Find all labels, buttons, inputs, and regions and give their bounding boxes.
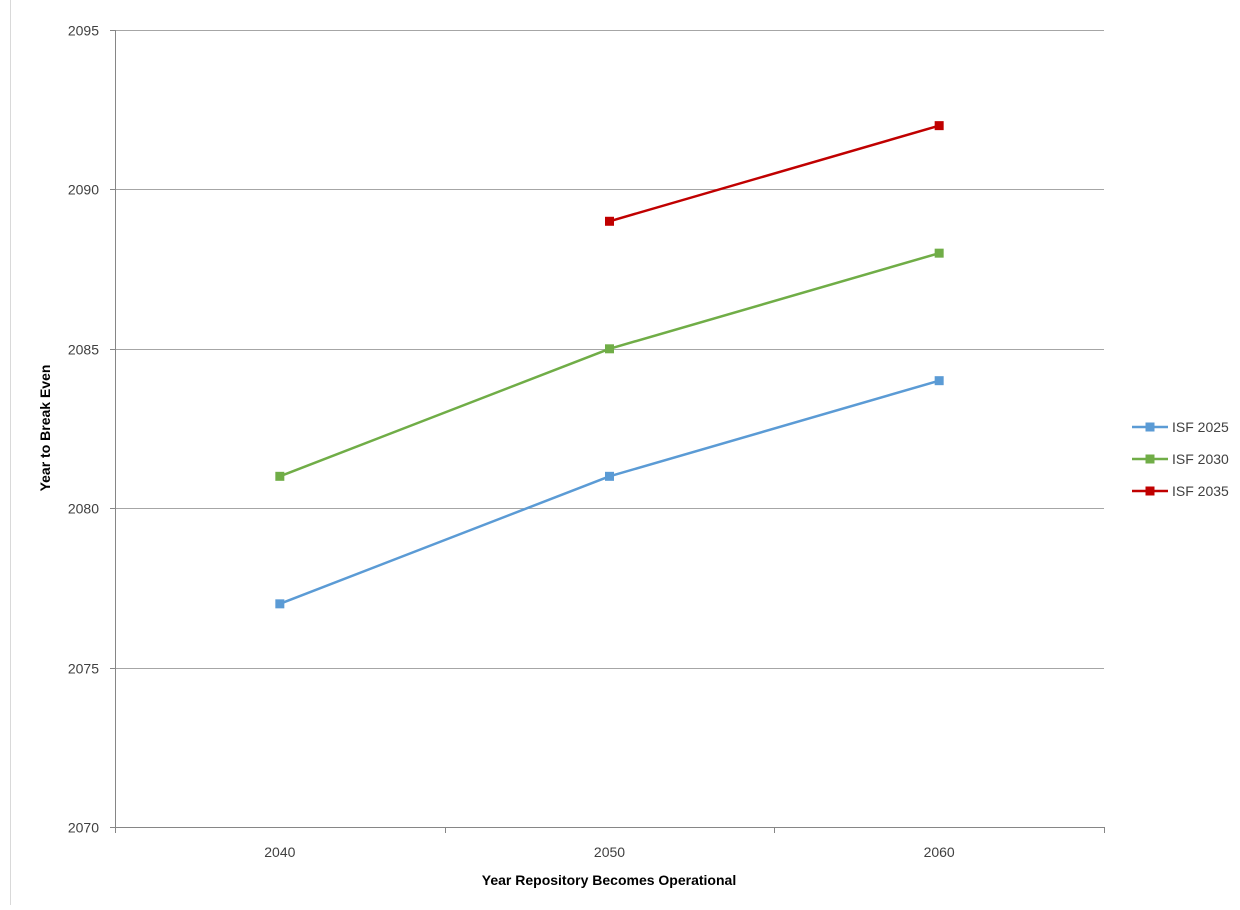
y-axis-title: Year to Break Even <box>37 365 53 492</box>
data-point <box>605 216 614 226</box>
series-line <box>279 379 940 606</box>
series-isf-2025 <box>275 376 944 609</box>
legend-marker <box>1145 422 1155 432</box>
legend-marker <box>1145 486 1155 496</box>
y-tick-label: 2075 <box>68 661 99 677</box>
legend-label: ISF 2025 <box>1172 419 1229 435</box>
y-tick-label: 2070 <box>68 820 99 836</box>
data-point <box>605 471 614 481</box>
x-tick-label: 2040 <box>264 844 295 860</box>
legend-label: ISF 2035 <box>1172 483 1229 499</box>
legend-label: ISF 2030 <box>1172 451 1229 467</box>
data-point <box>934 376 944 386</box>
x-axis-title: Year Repository Becomes Operational <box>482 872 736 888</box>
legend-item: ISF 2035 <box>1132 483 1229 499</box>
y-tick-label: 2095 <box>68 23 99 39</box>
series-isf-2035 <box>605 121 944 226</box>
data-point <box>605 344 614 354</box>
y-tick-label: 2090 <box>68 182 99 198</box>
legend-item: ISF 2025 <box>1132 419 1229 435</box>
legend-item: ISF 2030 <box>1132 451 1229 467</box>
legend-marker <box>1145 454 1155 464</box>
data-point <box>934 121 944 131</box>
data-point <box>275 599 285 609</box>
gridlines <box>115 30 1104 669</box>
data-point <box>275 471 285 481</box>
y-tick-label: 2080 <box>68 501 99 517</box>
x-tick-label: 2050 <box>594 844 625 860</box>
data-point <box>934 248 944 258</box>
series-group <box>275 121 944 609</box>
series-line <box>609 124 940 223</box>
x-tick-label: 2060 <box>924 844 955 860</box>
legend: ISF 2025 ISF 2030 ISF 2035 <box>1132 419 1229 499</box>
series-line <box>279 251 940 478</box>
axes: 2070 2075 2080 2085 2090 2095 2040 2050 2060 <box>68 23 1105 860</box>
y-tick-label: 2085 <box>68 342 99 358</box>
series-isf-2030 <box>275 248 944 481</box>
